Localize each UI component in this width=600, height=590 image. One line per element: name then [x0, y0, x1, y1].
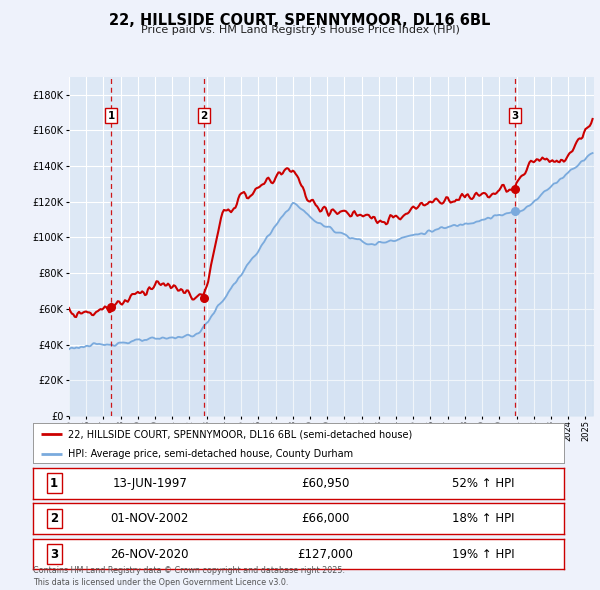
Text: 22, HILLSIDE COURT, SPENNYMOOR, DL16 6BL (semi-detached house): 22, HILLSIDE COURT, SPENNYMOOR, DL16 6BL…: [68, 430, 412, 440]
Text: £60,950: £60,950: [301, 477, 349, 490]
Text: HPI: Average price, semi-detached house, County Durham: HPI: Average price, semi-detached house,…: [68, 450, 353, 460]
Text: Price paid vs. HM Land Registry's House Price Index (HPI): Price paid vs. HM Land Registry's House …: [140, 25, 460, 35]
Text: 18% ↑ HPI: 18% ↑ HPI: [452, 512, 515, 525]
Text: 3: 3: [511, 111, 518, 121]
Text: 01-NOV-2002: 01-NOV-2002: [110, 512, 189, 525]
Text: 52% ↑ HPI: 52% ↑ HPI: [452, 477, 515, 490]
Text: £127,000: £127,000: [297, 548, 353, 560]
Text: 13-JUN-1997: 13-JUN-1997: [112, 477, 187, 490]
Text: 3: 3: [50, 548, 58, 560]
Text: 22, HILLSIDE COURT, SPENNYMOOR, DL16 6BL: 22, HILLSIDE COURT, SPENNYMOOR, DL16 6BL: [109, 13, 491, 28]
Text: 2: 2: [50, 512, 58, 525]
Text: 1: 1: [107, 111, 115, 121]
Text: 2: 2: [200, 111, 208, 121]
Text: 19% ↑ HPI: 19% ↑ HPI: [452, 548, 515, 560]
Text: 26-NOV-2020: 26-NOV-2020: [110, 548, 189, 560]
Text: £66,000: £66,000: [301, 512, 349, 525]
Text: Contains HM Land Registry data © Crown copyright and database right 2025.
This d: Contains HM Land Registry data © Crown c…: [33, 566, 345, 587]
Text: 1: 1: [50, 477, 58, 490]
